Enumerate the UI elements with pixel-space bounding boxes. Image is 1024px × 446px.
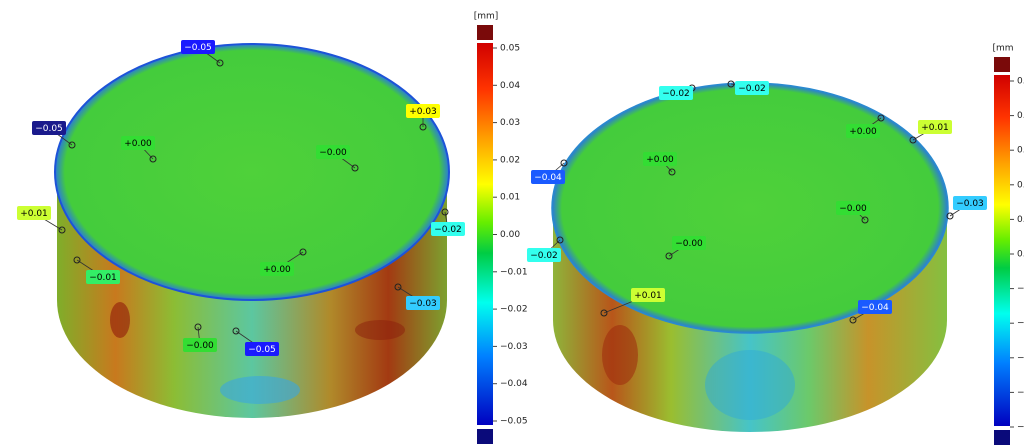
annotation-label: −0.04: [534, 173, 562, 183]
annotation-label: −0.05: [35, 124, 63, 134]
colorbar-tick-label: −0.: [1017, 319, 1024, 329]
annotation-label: −0.00: [186, 341, 214, 351]
annotation-label: −0.02: [662, 89, 690, 99]
annotation-label: −0.00: [675, 239, 703, 249]
annotation-label: −0.05: [248, 345, 276, 355]
annotation: −0.04: [531, 160, 567, 184]
annotation-label: −0.00: [319, 148, 347, 158]
colorbar-unit: [mm]: [474, 12, 499, 22]
colorbar-tick-label: 0.: [1017, 146, 1024, 156]
annotation-label: −0.02: [434, 225, 462, 235]
colorbar-tick-label: 0.04: [500, 81, 520, 91]
colorbar-tick-label: −0.: [1017, 284, 1024, 294]
colorbar-tick-label: −0.: [1017, 353, 1024, 363]
colorbar-tick-label: 0.: [1017, 215, 1024, 225]
colorbar-tick-label: 0.05: [500, 44, 520, 54]
colorbar-tick-label: −0.04: [500, 379, 528, 389]
colorbar-tick-label: 0.: [1017, 111, 1024, 121]
annotation-label: −0.05: [184, 43, 212, 53]
annotation-label: +0.00: [124, 139, 152, 149]
annotation-label: +0.00: [849, 127, 877, 137]
colorbar: [mm 0. 0. 0. 0. 0. 0. −0. −0. −0. −0. −0.: [992, 44, 1024, 446]
colorbar-tick-label: 0.: [1017, 77, 1024, 87]
annotation: −0.02: [659, 85, 695, 100]
annotation-label: +0.00: [263, 265, 291, 275]
annotation-label: −0.00: [839, 204, 867, 214]
annotation-label: −0.01: [89, 273, 117, 283]
colorbar-tick-label: 0.02: [500, 155, 520, 165]
annotation-label: −0.04: [861, 303, 889, 313]
annotation: −0.03: [947, 196, 987, 219]
colorbar: [mm] 0.05 0.04 0.03 0.02 0.01 0.00 −0.01 −0.02 −0…: [474, 12, 528, 445]
colorbar-tick-label: 0.: [1017, 180, 1024, 190]
colorbar-min-swatch: [994, 430, 1010, 445]
annotation-label: −0.02: [738, 84, 766, 94]
annotation-label: −0.03: [409, 299, 437, 309]
colorbar-tick-label: 0.00: [500, 230, 520, 240]
deviation-view: −0.05 −0.05 +0.03 +0.00 −0.00 +0.01 −0.02 +0.00…: [0, 0, 1024, 446]
annotation: −0.02: [527, 237, 563, 262]
colorbar-unit: [mm: [992, 44, 1013, 54]
colorbar-tick-label: 0.03: [500, 118, 520, 128]
colorbar-tick-label: −0.: [1017, 388, 1024, 398]
annotation-label: +0.00: [646, 155, 674, 165]
colorbar-max-swatch: [477, 25, 493, 40]
colorbar-tick-label: −0.: [1017, 423, 1024, 433]
colorbar-tick-label: −0.05: [500, 417, 528, 427]
annotation-label: +0.01: [921, 123, 949, 133]
colorbar-tick-label: −0.02: [500, 305, 528, 315]
annotation-label: +0.03: [409, 107, 437, 117]
annotation: +0.01: [910, 120, 952, 143]
colorbar-tick-label: 0.01: [500, 193, 520, 203]
colorbar-min-swatch: [477, 429, 493, 444]
colorbar-gradient: [477, 43, 493, 425]
colorbar-max-swatch: [994, 57, 1010, 72]
colorbar-gradient: [994, 75, 1010, 426]
annotation-label: −0.02: [530, 251, 558, 261]
annotation-label: −0.03: [956, 199, 984, 209]
colorbar-tick-label: −0.01: [500, 267, 528, 277]
cylinder-left: [55, 44, 449, 418]
cylinder-right: [552, 83, 948, 432]
colorbar-tick-label: 0.: [1017, 250, 1024, 260]
annotation-label: +0.01: [20, 209, 48, 219]
annotation-label: +0.01: [634, 291, 662, 301]
colorbar-tick-label: −0.03: [500, 342, 528, 352]
